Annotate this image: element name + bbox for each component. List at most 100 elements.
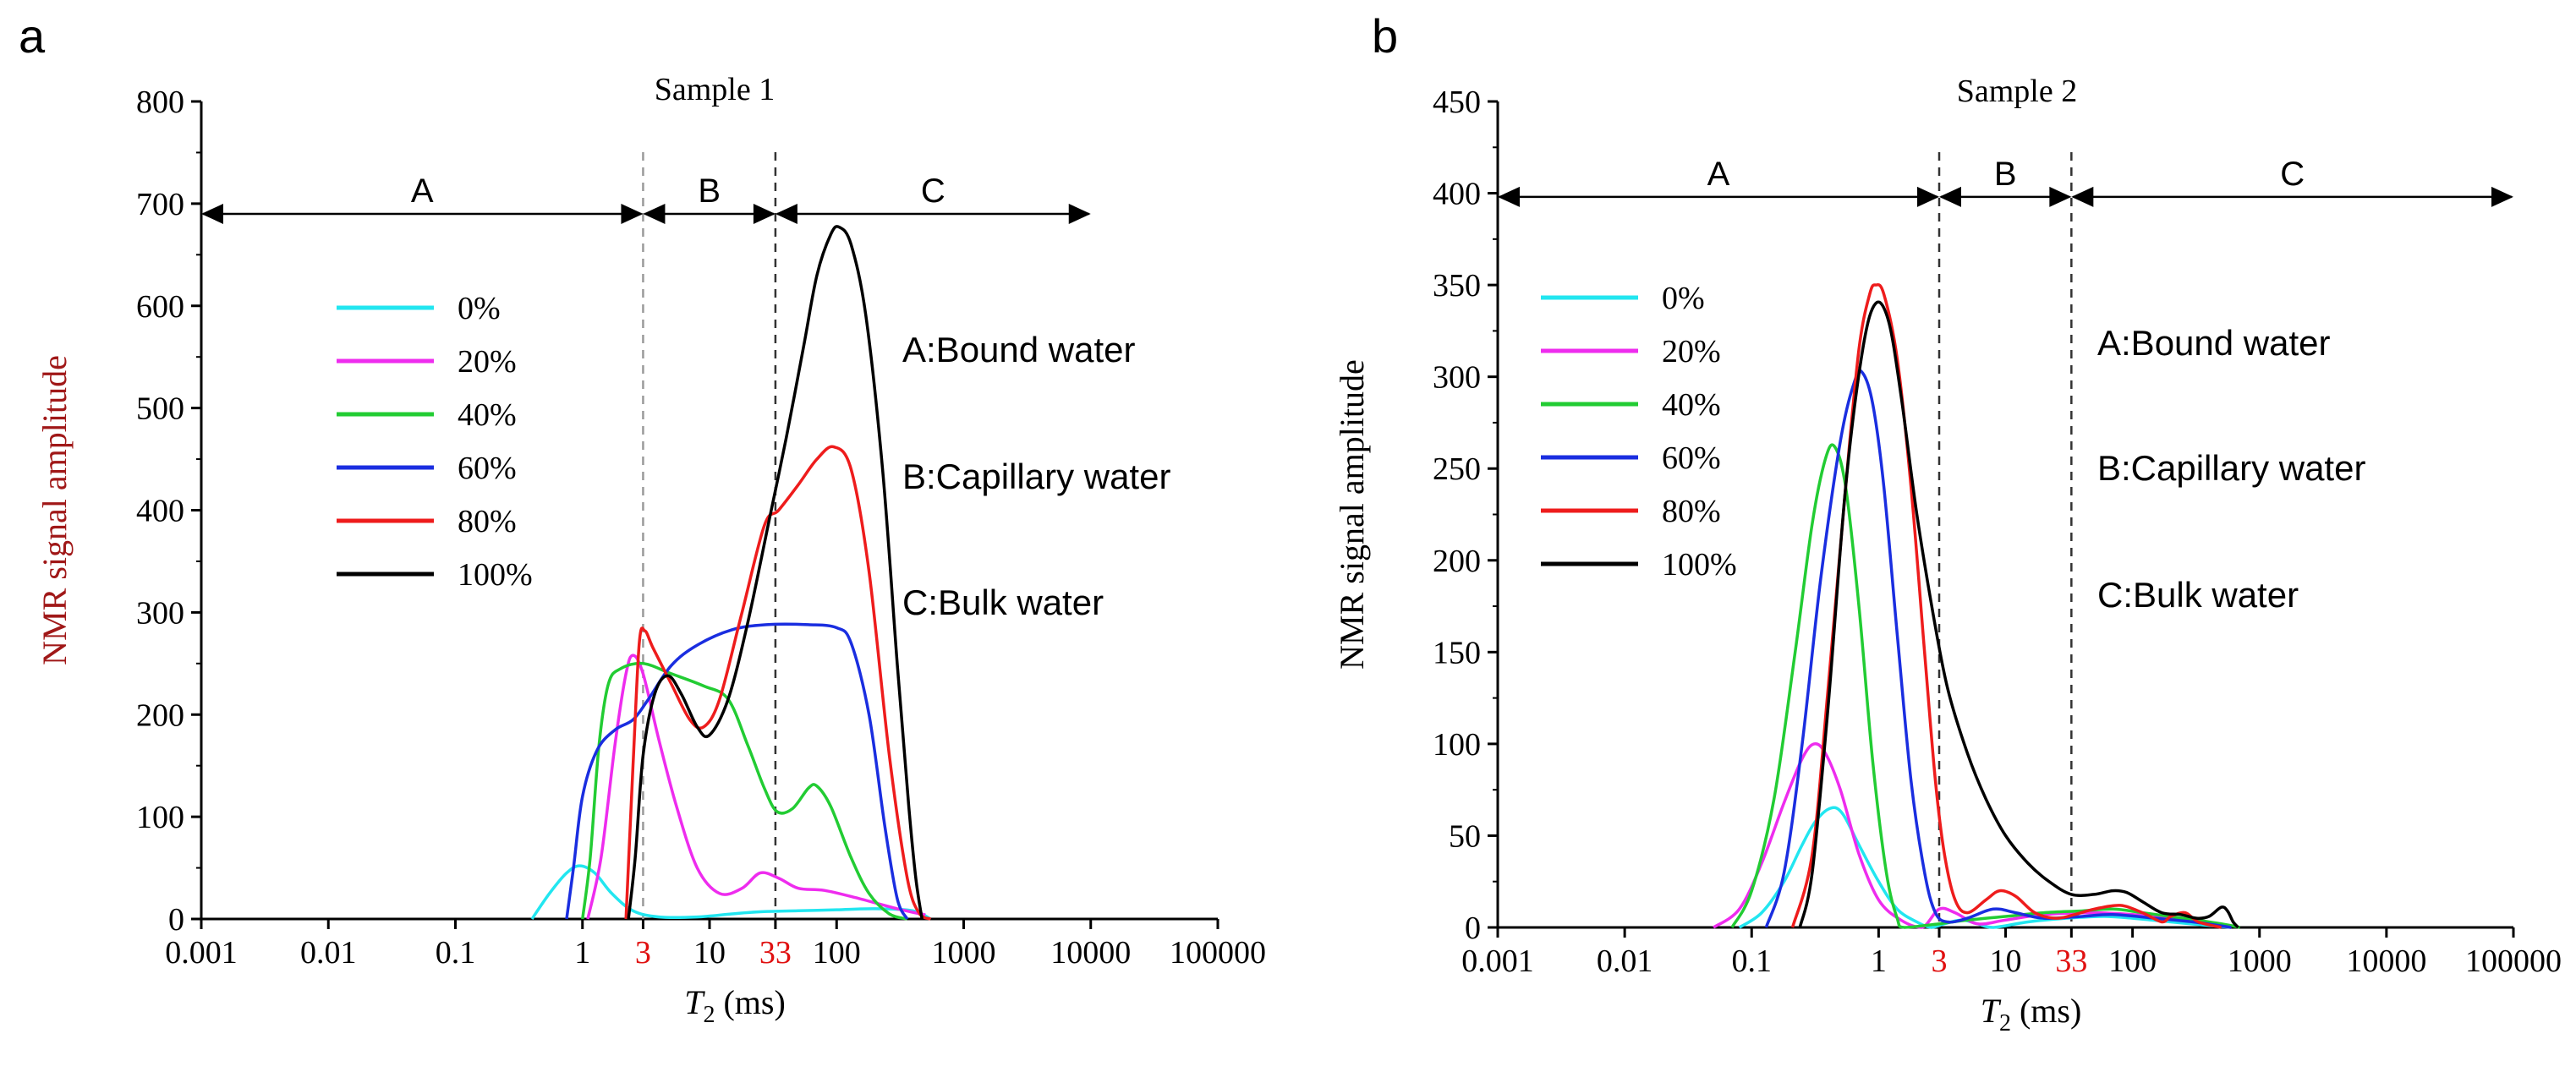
y-tick-label: 800 bbox=[136, 85, 184, 120]
y-axis-label: NMR signal amplitude bbox=[1333, 359, 1371, 670]
x-tick-label: 1000 bbox=[932, 935, 996, 971]
arrowhead-left bbox=[1939, 186, 1962, 207]
legend-entry: 20% bbox=[1662, 334, 1721, 369]
x-tick-label: 10000 bbox=[2346, 943, 2426, 979]
y-tick-label: 100 bbox=[136, 800, 184, 835]
x-tick-label: 33 bbox=[2055, 943, 2087, 979]
region-label-B: B bbox=[1994, 156, 2017, 193]
x-axis-label: T2 (ms) bbox=[684, 983, 786, 1028]
region-label-C: C bbox=[2280, 156, 2305, 193]
annotation: C:Bulk water bbox=[2097, 575, 2299, 615]
y-tick-label: 200 bbox=[1433, 544, 1481, 579]
x-tick-label: 0.01 bbox=[300, 935, 357, 971]
y-tick-label: 0 bbox=[1465, 911, 1481, 946]
y-tick-label: 450 bbox=[1433, 85, 1481, 120]
annotation: B:Capillary water bbox=[902, 457, 1170, 496]
y-tick-label: 350 bbox=[1433, 268, 1481, 304]
legend-entry: 60% bbox=[1662, 440, 1721, 476]
region-label-A: A bbox=[411, 172, 434, 210]
x-tick-label: 0.1 bbox=[1732, 943, 1773, 979]
y-tick-label: 300 bbox=[136, 595, 184, 631]
y-tick-label: 250 bbox=[1433, 451, 1481, 487]
legend-entry: 40% bbox=[458, 397, 517, 433]
series-line-40% bbox=[581, 661, 908, 921]
annotation: A:Bound water bbox=[902, 330, 1136, 369]
panel-label: a bbox=[19, 9, 46, 63]
x-tick-label: 0.001 bbox=[1461, 943, 1534, 979]
x-tick-label: 3 bbox=[1932, 943, 1948, 979]
y-tick-label: 200 bbox=[136, 697, 184, 733]
x-tick-label: 10 bbox=[693, 935, 726, 971]
arrowhead-left bbox=[775, 203, 797, 224]
chart-panel-b: b Sample 2 0 50 100 150 200 250 300 350 400 450 0.00… bbox=[1333, 9, 2562, 1036]
legend-entry: 0% bbox=[458, 291, 501, 326]
arrowhead-left bbox=[201, 203, 223, 224]
legend-entry: 100% bbox=[1662, 547, 1737, 582]
x-axis-label-unit: (ms) bbox=[715, 983, 785, 1021]
x-tick-label: 3 bbox=[635, 935, 651, 971]
arrowhead-right bbox=[1917, 186, 1940, 207]
series-line-40% bbox=[1730, 443, 2240, 929]
annotation: C:Bulk water bbox=[902, 582, 1104, 622]
x-axis-label-sub: 2 bbox=[703, 1002, 715, 1028]
annotation: B:Capillary water bbox=[2097, 448, 2365, 488]
legend-entry: 60% bbox=[458, 451, 517, 486]
x-tick-label: 1 bbox=[574, 935, 590, 971]
y-tick-label: 150 bbox=[1433, 635, 1481, 670]
region-label-C: C bbox=[921, 172, 945, 210]
arrowhead-right bbox=[2491, 186, 2513, 207]
region-label-B: B bbox=[698, 172, 721, 210]
arrowhead-right bbox=[1068, 203, 1091, 224]
series-line-100% bbox=[1798, 300, 2239, 929]
y-tick-label: 400 bbox=[1433, 177, 1481, 212]
y-tick-label: 50 bbox=[1449, 818, 1481, 854]
x-tick-label: 10000 bbox=[1050, 935, 1131, 971]
x-axis-label-main: T bbox=[684, 983, 705, 1021]
arrowhead-left bbox=[643, 203, 666, 224]
series-line-60% bbox=[1764, 369, 2232, 929]
x-tick-label: 100000 bbox=[2465, 943, 2562, 979]
legend-entry: 40% bbox=[1662, 387, 1721, 423]
x-axis-label: T2 (ms) bbox=[1981, 992, 2082, 1036]
series-line-0% bbox=[1738, 806, 2232, 929]
y-tick-label: 600 bbox=[136, 289, 184, 325]
arrowhead-right bbox=[753, 203, 776, 224]
x-tick-label: 1 bbox=[1871, 943, 1887, 979]
arrowhead-right bbox=[621, 203, 644, 224]
panel-label: b bbox=[1372, 9, 1398, 63]
y-tick-label: 0 bbox=[168, 902, 184, 938]
y-tick-label: 100 bbox=[1433, 727, 1481, 763]
x-tick-label: 100000 bbox=[1170, 935, 1266, 971]
y-tick-label: 300 bbox=[1433, 360, 1481, 396]
x-tick-label: 1000 bbox=[2228, 943, 2292, 979]
x-axis-label-unit: (ms) bbox=[2011, 992, 2081, 1030]
y-tick-label: 500 bbox=[136, 391, 184, 427]
x-tick-label: 100 bbox=[2108, 943, 2157, 979]
y-axis-label: NMR signal amplitude bbox=[36, 355, 74, 665]
series-line-60% bbox=[565, 622, 909, 920]
y-tick-label: 700 bbox=[136, 187, 184, 222]
arrowhead-right bbox=[2049, 186, 2072, 207]
x-tick-label: 100 bbox=[813, 935, 861, 971]
arrowhead-left bbox=[2071, 186, 2094, 207]
arrowhead-left bbox=[1498, 186, 1520, 207]
series-line-20% bbox=[586, 654, 926, 920]
x-tick-label: 33 bbox=[759, 935, 792, 971]
x-tick-label: 10 bbox=[1990, 943, 2022, 979]
chart-title: Sample 1 bbox=[655, 72, 775, 107]
x-axis-label-main: T bbox=[1981, 992, 2002, 1030]
x-tick-label: 0.01 bbox=[1597, 943, 1653, 979]
legend-entry: 100% bbox=[458, 557, 533, 593]
legend-entry: 0% bbox=[1662, 281, 1705, 316]
series-line-80% bbox=[624, 445, 932, 921]
region-label-A: A bbox=[1707, 156, 1730, 193]
legend-entry: 80% bbox=[458, 504, 517, 539]
chart-panel-a: a Sample 1 0 100 200 300 400 500 600 700 800 0.001 0… bbox=[19, 9, 1266, 1028]
chart-title: Sample 2 bbox=[1957, 74, 2077, 109]
x-tick-label: 0.1 bbox=[436, 935, 476, 971]
annotation: A:Bound water bbox=[2097, 323, 2331, 363]
y-tick-label: 400 bbox=[136, 494, 184, 529]
legend-entry: 80% bbox=[1662, 494, 1721, 529]
legend-entry: 20% bbox=[458, 344, 517, 380]
